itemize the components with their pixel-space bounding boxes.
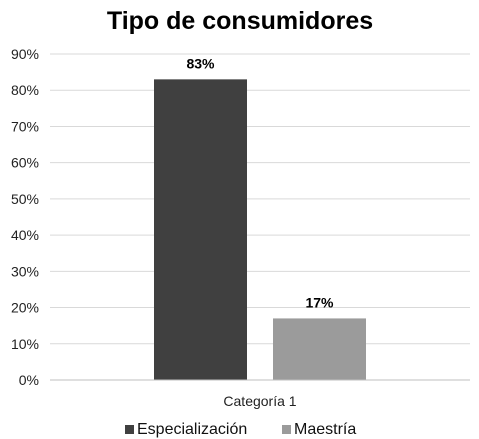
legend: Especialización Maestría [125, 421, 356, 438]
gridlines [50, 53, 470, 345]
legend-swatch-maestria [282, 425, 291, 434]
y-tick-label: 30% [11, 263, 39, 279]
y-tick-label: 40% [11, 227, 39, 243]
data-label: 17% [305, 294, 334, 310]
legend-label-maestria: Maestría [294, 421, 356, 438]
bar-especializacion [154, 79, 247, 380]
category-label: Categoría 1 [223, 393, 296, 409]
chart-title: Tipo de consumidores [107, 7, 373, 35]
legend-label-especializacion: Especialización [137, 421, 247, 438]
y-tick-label: 60% [11, 155, 39, 171]
y-tick-label: 70% [11, 118, 39, 134]
y-tick-label: 80% [11, 82, 39, 98]
legend-swatch-especializacion [125, 425, 134, 434]
y-tick-label: 50% [11, 191, 39, 207]
y-tick-label: 0% [19, 372, 39, 388]
data-label: 83% [186, 55, 215, 71]
y-axis-ticks: 0% 10% 20% 30% 40% 50% 60% 70% 80% 90% [11, 46, 39, 388]
data-labels: 83% 17% [186, 55, 334, 310]
bars [154, 79, 366, 380]
y-tick-label: 20% [11, 300, 39, 316]
y-tick-label: 10% [11, 336, 39, 352]
y-tick-label: 90% [11, 46, 39, 62]
bar-maestria [273, 318, 366, 380]
